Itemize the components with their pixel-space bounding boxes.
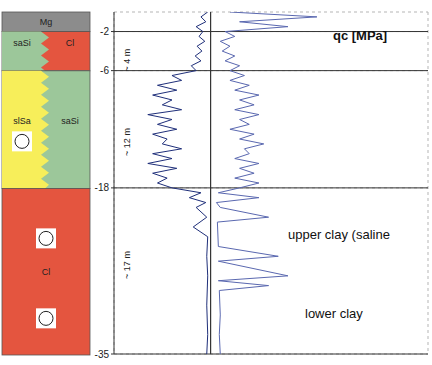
svg-text:~ 4 m: ~ 4 m (122, 49, 132, 72)
svg-text:saSi: saSi (61, 116, 79, 126)
svg-text:lower clay: lower clay (305, 306, 363, 321)
svg-text:saSi: saSi (13, 38, 31, 48)
svg-text:upper clay (saline: upper clay (saline (288, 227, 390, 242)
svg-text:slSa: slSa (13, 116, 31, 126)
svg-text:Cl: Cl (66, 38, 75, 48)
svg-text:-18: -18 (95, 182, 110, 193)
svg-text:qc [MPa]: qc [MPa] (333, 28, 387, 43)
svg-text:-6: -6 (100, 65, 109, 76)
svg-text:~ 12 m: ~ 12 m (122, 128, 132, 156)
svg-text:-35: -35 (95, 349, 110, 360)
svg-text:~ 17 m: ~ 17 m (122, 251, 132, 279)
svg-text:Mg: Mg (40, 17, 53, 27)
svg-text:-2: -2 (100, 26, 109, 37)
svg-text:Cl: Cl (42, 267, 51, 277)
